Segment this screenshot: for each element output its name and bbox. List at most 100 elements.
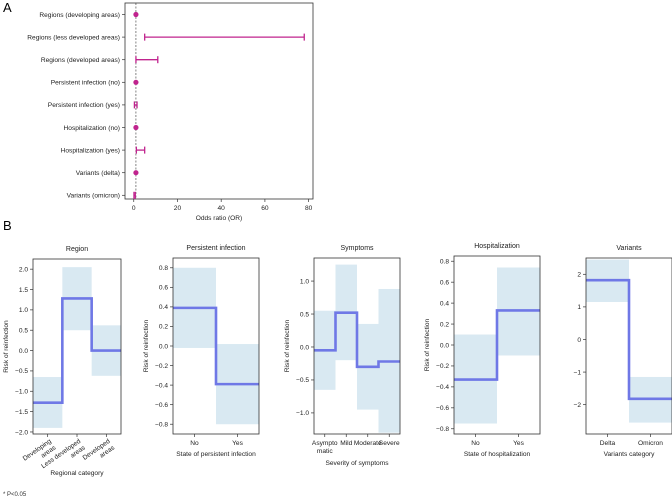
plot-title: Persistent infection [186,245,245,252]
y-tick-label: 0.8 [440,259,449,266]
y-tick-label: 0.6 [440,279,449,286]
step-line [33,297,121,404]
forest-x-tick-label: 0 [132,205,136,212]
forest-x-tick-label: 80 [305,205,313,212]
x-tick-label-line: Omicron [638,440,663,447]
forest-x-axis-label: Odds ratio (OR) [196,215,243,222]
y-tick-label: −0.4 [155,382,168,389]
y-tick-label: 0.2 [159,324,168,331]
y-tick-label: 1.5 [19,287,28,294]
forest-x-tick-label: 20 [174,205,182,212]
y-tick-label: −0.5 [15,368,28,375]
plot-title: Symptoms [340,245,374,252]
y-tick-label: 0.2 [440,321,449,328]
y-tick-label: −2.0 [15,429,28,436]
x-tick-label-line: matic [317,448,333,455]
forest-frame [124,2,314,200]
y-tick-label: 0.0 [159,343,168,350]
y-axis-label: Risk of reinfection [284,319,291,372]
y-tick-label: 1.0 [300,278,309,285]
y-tick-label: 0.0 [19,348,28,355]
forest-row-label: Persistent infection (no) [51,80,120,87]
y-tick-label: 0.6 [159,285,168,292]
x-tick-label: Severe [379,440,400,447]
y-tick-label: −0.5 [296,377,309,384]
panel-letter-a: A [3,0,12,15]
footnote: * P<0.05 [3,492,27,498]
forest-x-tick-label: 60 [261,205,269,212]
x-tick-label-line: Asympto [312,440,338,447]
x-tick-label: Mild [340,440,352,447]
y-axis-label: Risk of reinfection [3,320,10,373]
step-line [173,306,259,386]
forest-point [133,124,139,131]
forest-plot: 0 20 40 60 80 Odds ratio (OR) Regions (develop… [27,2,314,222]
forest-row-label: Regions (developing areas) [39,12,120,19]
y-tick-label: −0.8 [155,422,168,429]
y-tick-label: −1.0 [15,389,28,396]
y-tick-label: 0.0 [440,342,449,349]
forest-row-label: Regions (developed areas) [41,57,120,64]
y-tick-label: 1.0 [19,307,28,314]
plot-title: Variants [616,245,642,252]
x-tick-label: Moderate [354,440,382,447]
y-tick-label: 2 [577,272,581,279]
forest-row-label: Variants (omicron) [67,193,120,200]
forest-row-label: Variants (delta) [76,170,120,177]
panel-letter-b: B [3,218,12,233]
y-tick-label: −0.8 [436,426,449,433]
y-tick-label: 2.0 [19,266,28,273]
y-tick-label: −1.0 [296,410,309,417]
step-panel: Persistent infection −0.8 −0.6 −0.4 −0.2 0.0 0… [143,245,260,458]
x-tick-label-line: Yes [232,440,243,447]
plot-title: Region [66,246,88,253]
x-axis-label: Variants category [604,451,656,458]
x-tick-label-line: No [190,440,199,447]
step-plots: Region −2.0 −1.5 −1.0 −0.5 0.0 0.5 1.0 1.5 2.0 Ris… [3,243,672,477]
step-panel: Symptoms −1.0 −0.5 0.0 0.5 1.0 Risk of reinfec… [284,245,401,467]
y-axis-label: Risk of reinfection [143,319,150,372]
forest-row-label: Regions (less developed areas) [27,34,120,41]
y-tick-label: −0.4 [436,384,449,391]
step-panel: Variants −2 −1 0 1 2 Delta Omicron Variants cate… [573,245,672,458]
step-line [314,311,400,369]
step-line [586,278,672,401]
plot-frame [585,257,672,435]
x-tick-label: Omicron [638,440,663,447]
x-tick-label-line: Yes [513,440,524,447]
x-tick-label-line: Delta [600,440,616,447]
forest-row-label: Hospitalization (yes) [61,147,120,154]
y-tick-label: −2 [573,402,581,409]
forest-point [133,79,139,85]
y-tick-label: 1 [577,304,581,311]
y-tick-label: −0.2 [436,363,449,370]
plot-title: Hospitalization [474,243,520,250]
y-tick-label: 0 [577,337,581,344]
x-tick-label-line: Moderate [354,440,382,447]
y-tick-label: 0.4 [440,300,449,307]
y-tick-label: 0.5 [19,328,28,335]
forest-row-label: Hospitalization (no) [64,125,120,132]
step-panel: Region −2.0 −1.5 −1.0 −0.5 0.0 0.5 1.0 1.5 2.0 Ris… [3,246,122,477]
x-tick-label-line: Mild [340,440,352,447]
y-tick-label: −1.5 [15,409,28,416]
x-axis-label: Severity of symptoms [325,460,389,467]
forest-row-label: Persistent infection (yes) [48,102,120,109]
step-line [454,309,540,381]
x-axis-label: Regional category [50,470,104,477]
y-axis-label: Risk of reinfection [424,318,431,371]
y-tick-label: −0.6 [155,402,168,409]
x-tick-label: Developedareas [82,438,117,469]
x-tick-label: Yes [232,440,243,447]
y-tick-label: −0.2 [155,363,168,370]
x-tick-label-line: Severe [379,440,400,447]
x-tick-label: Yes [513,440,524,447]
x-axis-label: State of hospitalization [464,451,531,458]
x-tick-label: Asympto matic [312,440,338,455]
x-tick-label: No [471,440,480,447]
y-tick-label: 0.4 [159,304,168,311]
y-tick-label: 0.8 [159,265,168,272]
forest-point [133,11,139,18]
plot-frame [313,257,401,435]
